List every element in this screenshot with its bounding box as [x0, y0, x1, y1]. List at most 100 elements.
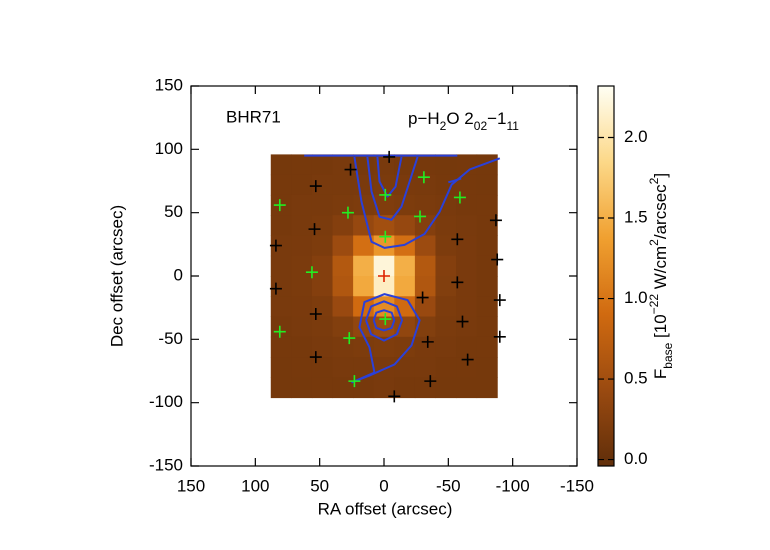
marker: [341, 206, 354, 219]
image-cell: [332, 276, 354, 297]
marker: [493, 330, 506, 343]
image-cell: [435, 296, 457, 318]
image-cell: [373, 377, 395, 399]
x-tick-label: -100: [496, 476, 530, 495]
image-cell: [435, 255, 457, 277]
contour: [353, 156, 501, 249]
image-cell: [291, 316, 313, 338]
colorbar-label-part: base: [661, 342, 675, 368]
marker: [417, 171, 430, 184]
image-cell: [456, 215, 478, 236]
y-tick-label: 50: [164, 202, 183, 221]
image-cell: [456, 154, 478, 176]
marker: [451, 276, 464, 289]
image-cell: [353, 316, 375, 338]
marker: [424, 375, 437, 388]
x-tick-label: 50: [310, 476, 329, 495]
image-cell: [476, 194, 498, 216]
image-cell: [270, 174, 292, 196]
image-cell: [291, 336, 313, 358]
image-cell: [394, 377, 416, 399]
image-cell: [311, 296, 334, 318]
contour: [366, 156, 419, 221]
image-cell: [476, 296, 498, 318]
marker: [489, 214, 502, 227]
image-cell: [414, 235, 436, 257]
image-cell: [373, 336, 395, 358]
line-label-part: 02: [474, 119, 488, 133]
image-cell: [476, 276, 498, 297]
image-cell: [291, 215, 313, 236]
marker: [305, 266, 318, 279]
colorbar-label-part: /arcsec: [651, 184, 670, 239]
image-cell: [291, 235, 313, 257]
marker: [343, 332, 356, 345]
image-cell: [353, 357, 375, 378]
marker: [451, 233, 464, 246]
image-cell: [332, 296, 354, 318]
image-cell: [394, 215, 416, 236]
image-cell: [435, 377, 457, 399]
marker: [414, 210, 427, 223]
image-cell: [291, 377, 313, 399]
image-cell: [311, 255, 334, 277]
marker: [416, 291, 429, 304]
marker: [308, 223, 321, 236]
image-cell: [353, 235, 375, 257]
image-cell: [456, 276, 478, 297]
image-cell: [332, 235, 354, 257]
colorbar-label-part: [10: [651, 314, 670, 342]
image-cell: [435, 316, 457, 338]
image-cell: [476, 357, 498, 378]
image-cell: [311, 357, 334, 378]
image-cell: [353, 255, 375, 277]
line-label-part: 2: [440, 119, 447, 133]
marker: [348, 375, 361, 388]
image-cell: [373, 235, 395, 257]
image-cell: [414, 154, 436, 176]
image-cell: [414, 174, 436, 196]
image-cell: [270, 336, 292, 358]
image-cell: [373, 316, 395, 338]
marker: [493, 294, 506, 307]
image-cell: [435, 235, 457, 257]
marker: [379, 188, 392, 201]
image-cell: [270, 276, 292, 297]
line-label-part: O 2: [446, 109, 473, 128]
colorbar-tick-label: 1.0: [624, 288, 648, 307]
image-cell: [435, 215, 457, 236]
image-cell: [291, 255, 313, 277]
colorbar-tick-label: 0.5: [624, 369, 648, 388]
y-tick-label: -150: [149, 455, 183, 474]
marker: [309, 180, 322, 193]
line-label-part: −1: [487, 109, 506, 128]
colorbar-label-part: ]: [651, 173, 670, 178]
marker: [269, 239, 282, 252]
image-cell: [414, 296, 436, 318]
image-cell: [353, 377, 375, 399]
image-cell: [394, 276, 416, 297]
image-cell: [435, 276, 457, 297]
image-cell: [291, 194, 313, 216]
image-cell: [476, 255, 498, 277]
image-cell: [456, 357, 478, 378]
colorbar-label-part: 2: [647, 177, 661, 184]
line-label-part: p−H: [408, 109, 440, 128]
colorbar-label-part: W/cm: [651, 246, 670, 294]
image-cell: [394, 357, 416, 378]
image-cell: [476, 215, 498, 236]
image-cell: [456, 296, 478, 318]
marker: [379, 230, 392, 243]
contour: [376, 156, 403, 198]
marker: [273, 199, 286, 212]
contour: [365, 300, 404, 342]
image-cell: [311, 194, 334, 216]
image-cell: [291, 154, 313, 176]
image-cell: [476, 154, 498, 176]
line-label-part: 11: [507, 119, 520, 133]
image-cell: [414, 357, 436, 378]
image-cell: [435, 336, 457, 358]
x-tick-label: 100: [241, 476, 269, 495]
colorbar-label: Fbase [10−22 W/cm2/arcsec2]: [647, 173, 675, 379]
